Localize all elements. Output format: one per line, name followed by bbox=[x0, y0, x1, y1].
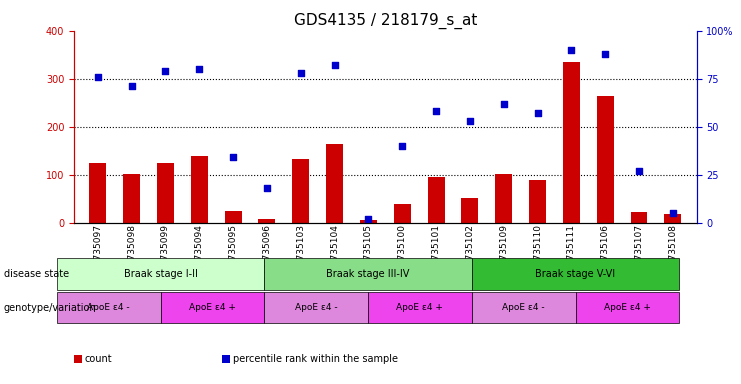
Point bbox=[599, 51, 611, 57]
Bar bbox=[631, 212, 648, 223]
Point bbox=[193, 66, 205, 72]
Bar bbox=[563, 62, 579, 223]
Text: Braak stage I-II: Braak stage I-II bbox=[124, 269, 198, 279]
Point bbox=[396, 143, 408, 149]
Bar bbox=[157, 163, 174, 223]
Bar bbox=[360, 220, 377, 223]
Point bbox=[126, 83, 138, 89]
Bar bbox=[259, 219, 276, 223]
Text: genotype/variation: genotype/variation bbox=[4, 303, 96, 313]
Bar bbox=[462, 198, 479, 223]
Bar bbox=[90, 163, 106, 223]
Text: ApoE ε4 -: ApoE ε4 - bbox=[295, 303, 337, 312]
Point bbox=[667, 210, 679, 216]
Text: percentile rank within the sample: percentile rank within the sample bbox=[233, 354, 398, 364]
Bar bbox=[529, 180, 546, 223]
Bar bbox=[123, 174, 140, 223]
Point bbox=[295, 70, 307, 76]
Bar bbox=[665, 214, 681, 223]
Text: count: count bbox=[84, 354, 112, 364]
Bar bbox=[326, 144, 343, 223]
Text: ApoE ε4 +: ApoE ε4 + bbox=[189, 303, 236, 312]
Text: ApoE ε4 -: ApoE ε4 - bbox=[87, 303, 130, 312]
Bar bbox=[495, 174, 512, 223]
Text: disease state: disease state bbox=[4, 269, 69, 279]
Point bbox=[362, 216, 374, 222]
Bar bbox=[225, 211, 242, 223]
Point bbox=[430, 108, 442, 114]
Bar bbox=[428, 177, 445, 223]
Bar bbox=[292, 159, 309, 223]
Point bbox=[329, 62, 341, 68]
Text: ApoE ε4 +: ApoE ε4 + bbox=[396, 303, 443, 312]
Text: ApoE ε4 -: ApoE ε4 - bbox=[502, 303, 545, 312]
Point bbox=[633, 168, 645, 174]
Point bbox=[498, 101, 510, 107]
Point bbox=[261, 185, 273, 191]
Bar bbox=[191, 156, 207, 223]
Text: ApoE ε4 +: ApoE ε4 + bbox=[604, 303, 651, 312]
Text: Braak stage III-IV: Braak stage III-IV bbox=[326, 269, 410, 279]
Point bbox=[227, 154, 239, 161]
Point bbox=[464, 118, 476, 124]
Bar bbox=[597, 96, 614, 223]
Bar bbox=[393, 204, 411, 223]
Point bbox=[92, 74, 104, 80]
Point bbox=[159, 68, 171, 74]
Title: GDS4135 / 218179_s_at: GDS4135 / 218179_s_at bbox=[293, 13, 477, 29]
Point bbox=[565, 47, 577, 53]
Point bbox=[531, 110, 543, 116]
Text: Braak stage V-VI: Braak stage V-VI bbox=[536, 269, 616, 279]
